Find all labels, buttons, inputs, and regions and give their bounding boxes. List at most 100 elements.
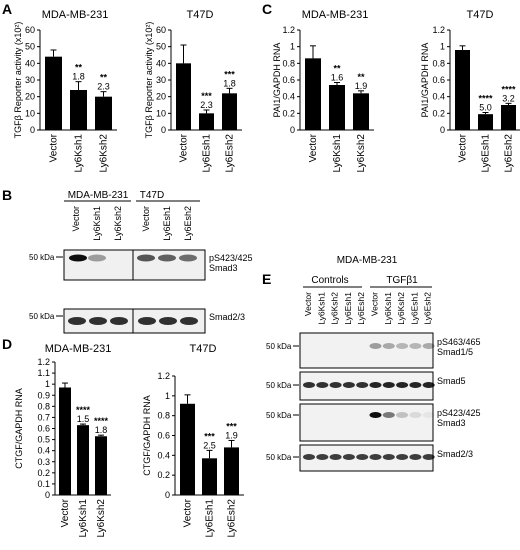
y-tick-label-c2-1: 0.2 [432,108,445,118]
y-tick-label-d2-1: 0.2 [157,470,170,480]
significance-c2-3: **** [501,84,516,94]
bar-c2-2 [478,114,493,130]
y-tick-label-a1-3: 30 [25,75,35,85]
x-tick-label-c2-1: Vector [458,133,469,162]
y-tick-label-a1-0: 0 [30,125,35,135]
y-tick-label-c2-0: 0 [440,125,445,135]
chart-title-d1: MDA-MB-231 [45,343,112,355]
blot-e-band-r3-10 [422,412,435,418]
bar-a1-1 [45,56,62,130]
y-tick-label-d1-7: 0.7 [37,412,50,422]
blot-e-lane-1: Vector [303,292,313,316]
blot-b-band-r2-1 [68,317,86,325]
blot-b-lane-5: Ly6Esh1 [162,206,172,241]
blot-b-row-label-2-line-1: Smad2/3 [209,312,245,322]
blot-e-band-r2-2 [316,382,329,388]
significance-d1-2: **** [76,405,91,415]
significance-c1-3: ** [357,72,365,82]
blot-b-band-r2-4 [138,317,156,325]
y-tick-label-c1-1: 0.2 [282,108,295,118]
y-tick-label-a1-1: 10 [25,108,35,118]
significance-a2-2: *** [201,91,212,101]
fold-change-a2-3: 1.8 [223,78,236,88]
blot-b-lane-4: Vector [141,206,151,232]
fold-change-c1-2: 1.6 [331,73,344,83]
blot-e-band-r4-4 [342,454,355,460]
chart-title-c1: MDA-MB-231 [302,9,369,21]
blot-e-band-r2-1 [303,382,315,388]
blot-e-band-r3-8 [396,412,409,418]
blot-e-marker-2: 50 kDa [266,381,292,390]
y-axis-label-d2: CTGF/GAPDH RNA [142,395,152,476]
chart-title-c2: T47D [467,9,494,21]
chart-d-mda-mb-231: MDA-MB-23100.10.20.30.40.50.60.70.80.911… [14,343,111,538]
y-tick-label-d2-6: 1.2 [157,371,170,381]
y-tick-label-d1-5: 0.5 [37,435,50,445]
blot-e-membrane-3 [299,403,434,442]
significance-d1-3: **** [94,416,109,426]
fold-change-a2-2: 2.3 [200,100,213,110]
x-tick-label-a1-2: Ly6Ksh1 [74,134,85,173]
blot-e-band-r2-4 [342,382,355,388]
fold-change-c1-3: 1.9 [355,81,368,91]
fold-change-a1-2: 1.8 [72,72,85,82]
bar-c1-3 [353,93,369,130]
y-axis-label-a1: TGFβ Reporter activity (x10²) [13,22,23,139]
x-tick-label-d1-3: Ly6Ksh2 [96,499,107,538]
blot-b-lane-3: Ly6Ksh2 [113,206,123,241]
chart-title-d2: T47D [190,343,217,355]
blot-e-lane-8: Ly6Ksh2 [396,292,406,325]
y-tick-label-d1-12: 1.2 [37,357,50,367]
x-tick-label-a2-2: Ly6Esh1 [202,134,213,173]
blot-e-band-r1-10 [422,343,435,349]
y-tick-label-d2-3: 0.6 [157,431,170,441]
blot-e-band-r4-3 [329,454,342,460]
x-tick-label-d2-3: Ly6Esh2 [227,499,238,538]
blot-b-band-r1-4 [137,254,155,262]
y-tick-label-d1-6: 0.6 [37,424,50,434]
blot-e-band-r4-6 [369,454,382,460]
blot-e-band-r3-9 [409,412,422,418]
x-tick-label-d2-2: Ly6Esh1 [205,499,216,538]
blot-b-band-r2-2 [89,317,107,325]
y-tick-label-d1-0: 0 [45,490,50,500]
blot-b-band-r1-5 [158,254,176,262]
y-tick-label-c1-5: 1 [290,42,295,52]
chart-title-a1: MDA-MB-231 [42,9,109,21]
y-tick-label-c1-0: 0 [290,125,295,135]
y-tick-label-a1-4: 40 [25,58,35,68]
panel-letter-a: A [2,1,12,17]
x-tick-label-c1-1: Vector [308,133,319,162]
y-axis-label-d1: CTGF/GAPDH RNA [14,388,24,469]
fold-change-d1-3: 1.8 [95,425,108,435]
y-tick-label-a1-6: 60 [25,25,35,35]
blot-b-band-r1-2 [88,254,106,262]
x-tick-label-c2-2: Ly6Esh1 [481,134,492,173]
bar-d1-3 [95,436,107,495]
blot-b-band-r2-3 [110,317,128,325]
bar-c2-3 [501,105,516,130]
significance-a2-3: *** [224,69,235,79]
fold-change-d2-3: 1.9 [225,430,238,440]
blot-b-band-r2-5 [159,317,177,325]
y-tick-label-d2-0: 0 [165,490,170,500]
x-tick-label-a1-3: Ly6Ksh2 [99,134,110,173]
blot-e-band-r4-5 [356,454,369,460]
y-tick-label-c2-4: 0.8 [432,58,445,68]
x-tick-label-c2-3: Ly6Esh2 [504,134,515,173]
blot-e-band-r2-9 [409,382,422,388]
x-tick-label-d1-1: Vector [60,498,71,527]
blot-e-cell-line: MDA-MB-231 [337,255,398,266]
y-tick-label-a2-2: 20 [156,92,166,102]
blot-e-band-r2-7 [382,382,395,388]
blot-e-band-r2-8 [396,382,409,388]
chart-d-t47d: T47D 0 0.2 0.4 0.6 0.8 1 1.2 CTGF/GAPDH RNA Vecto… [142,343,244,538]
x-tick-label-d1-2: Ly6Ksh1 [78,499,89,538]
fold-change-c2-2: 5.0 [479,103,492,113]
blot-b-lane-6: Ly6Esh2 [183,206,193,241]
blot-e-lane-5: Ly6Esh2 [356,292,366,325]
blot-b-lane-1: Vector [71,206,81,232]
